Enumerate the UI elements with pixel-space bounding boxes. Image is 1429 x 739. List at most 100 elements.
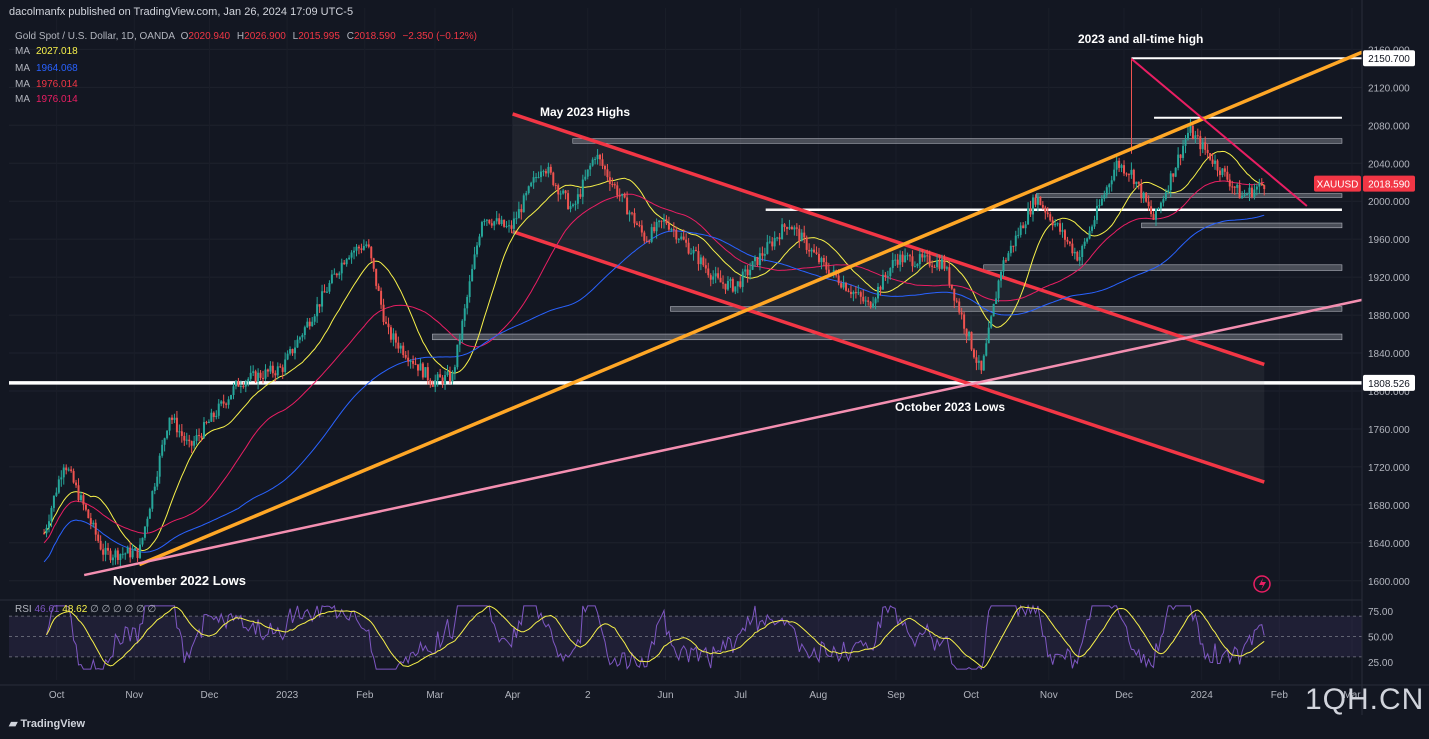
candle-body xyxy=(670,229,673,231)
candle-body xyxy=(330,274,333,284)
candle-body xyxy=(687,242,690,254)
candle-body xyxy=(901,254,904,263)
candle-body xyxy=(271,365,274,374)
candle-body xyxy=(645,240,648,242)
close-label: C xyxy=(346,31,354,42)
candle-body xyxy=(483,220,486,223)
candle-body xyxy=(613,184,616,186)
candle-body xyxy=(141,537,144,545)
candle-body xyxy=(798,228,801,242)
nov-lows-annotation: November 2022 Lows xyxy=(113,573,246,588)
ath-price-tag-bg xyxy=(1363,50,1415,67)
candle-body xyxy=(845,283,848,291)
candle-body xyxy=(722,282,725,284)
candle-body xyxy=(498,218,501,225)
candle-body xyxy=(581,179,584,197)
candle-body xyxy=(318,304,321,307)
candle-body xyxy=(985,343,988,356)
candle-body xyxy=(466,296,469,309)
candle-body xyxy=(677,239,680,241)
candle-body xyxy=(749,269,752,276)
candle-body xyxy=(247,378,250,382)
candle-body xyxy=(345,259,348,265)
candle-body xyxy=(667,223,670,230)
candle-body xyxy=(1031,197,1034,215)
time-tick-label: Oct xyxy=(963,690,979,701)
tradingview-logo[interactable]: ▰ TradingView xyxy=(9,717,85,730)
candle-body xyxy=(692,249,695,254)
candle-body xyxy=(712,276,715,280)
candle-body xyxy=(756,257,759,266)
candle-body xyxy=(293,347,296,354)
candle-body xyxy=(1228,179,1231,187)
ma-legend-4[interactable]: MA 1976.014 xyxy=(15,94,78,105)
ma-legend-1[interactable]: MA 2027.018 xyxy=(15,46,78,57)
candle-body xyxy=(923,255,926,258)
candle-body xyxy=(972,349,975,358)
candle-body xyxy=(429,380,432,385)
candle-body xyxy=(793,227,796,230)
candle-body xyxy=(1152,214,1155,220)
candle-body xyxy=(1036,196,1039,205)
descending-channel xyxy=(512,112,1265,484)
candle-body xyxy=(899,254,902,265)
ma-legend-2[interactable]: MA 1964.068 xyxy=(15,63,78,74)
candle-body xyxy=(234,380,237,387)
candle-body xyxy=(820,258,823,263)
candle-body xyxy=(50,507,53,522)
candle-body xyxy=(731,279,734,292)
candle-body xyxy=(217,403,220,416)
candle-body xyxy=(357,246,360,249)
candle-body xyxy=(618,195,621,197)
symbol-name[interactable]: Gold Spot / U.S. Dollar, 1D, OANDA xyxy=(15,31,176,42)
candle-body xyxy=(168,417,171,431)
rsi-legend[interactable]: RSI 46.61 48.62 ∅ ∅ ∅ ∅ ∅ ∅ xyxy=(15,604,156,615)
candle-body xyxy=(461,320,464,340)
candle-body xyxy=(1162,199,1165,203)
candle-body xyxy=(1172,173,1175,177)
candle-body xyxy=(1260,182,1263,186)
alert-icon[interactable] xyxy=(1253,575,1271,593)
candle-body xyxy=(249,372,252,379)
candle-body xyxy=(1157,208,1160,210)
candle-body xyxy=(623,193,626,198)
candle-body xyxy=(279,366,282,368)
time-axis[interactable]: Oct Nov Dec 2023 Feb Mar Apr 2 Jun Jul Aug Sep Oct No… xyxy=(0,684,1429,701)
candle-body xyxy=(1221,168,1224,175)
candle-body xyxy=(473,254,476,269)
candle-body xyxy=(281,367,284,372)
candle-body xyxy=(434,379,437,387)
candle-body xyxy=(1024,224,1027,229)
candle-body xyxy=(768,241,771,243)
rsi-tick-label: 50.00 xyxy=(1368,633,1393,644)
candle-body xyxy=(734,286,737,292)
candle-body xyxy=(515,218,518,220)
candle-body xyxy=(485,219,488,221)
publisher-header: dacolmanfx published on TradingView.com,… xyxy=(9,6,354,18)
candle-body xyxy=(532,177,535,183)
candle-body xyxy=(751,261,754,270)
high-value: 2026.900 xyxy=(244,31,286,42)
candle-body xyxy=(394,333,397,343)
candle-body xyxy=(877,286,880,299)
candle-body xyxy=(990,316,993,328)
candle-body xyxy=(1147,201,1150,207)
candle-body xyxy=(785,227,788,229)
candle-body xyxy=(385,321,388,324)
price-axis[interactable]: 1600.000 1640.000 1680.000 1720.000 1760.000… xyxy=(1361,0,1410,715)
candle-body xyxy=(1098,205,1101,207)
time-tick-label: Feb xyxy=(1271,690,1289,701)
candle-body xyxy=(116,550,119,561)
candle-body xyxy=(1125,173,1128,175)
candle-body xyxy=(891,259,894,269)
ma-legend-3[interactable]: MA 1976.014 xyxy=(15,79,78,90)
symbol-ohlc[interactable]: Gold Spot / U.S. Dollar, 1D, OANDA O2020… xyxy=(15,31,481,42)
candle-body xyxy=(340,262,343,274)
candle-body xyxy=(554,185,557,187)
candle-body xyxy=(1243,194,1246,196)
candle-body xyxy=(977,360,980,363)
candle-body xyxy=(965,328,968,337)
candle-body xyxy=(763,253,766,256)
candle-body xyxy=(626,197,629,215)
